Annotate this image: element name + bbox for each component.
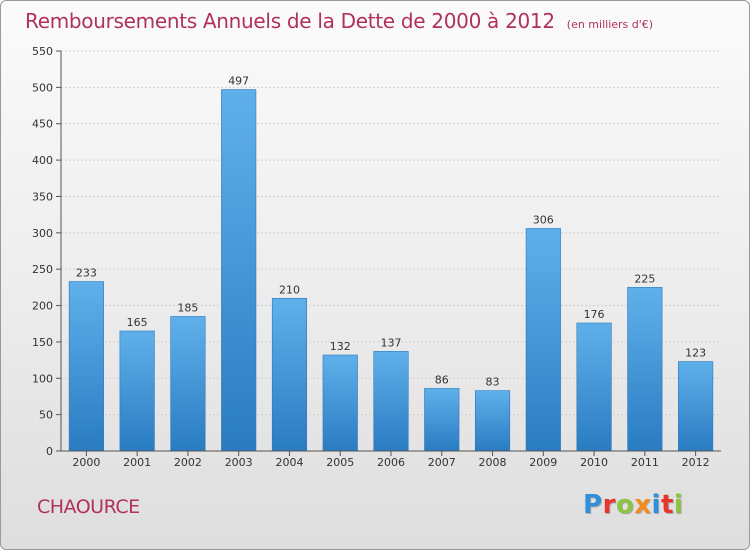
logo-letter: o <box>615 490 635 520</box>
chart-title: Remboursements Annuels de la Dette de 20… <box>25 9 653 33</box>
y-tick-label: 150 <box>32 336 53 349</box>
x-tick-label: 2010 <box>580 456 608 469</box>
y-tick-label: 350 <box>32 190 53 203</box>
title-text: Remboursements Annuels de la Dette de 20… <box>25 9 555 33</box>
y-tick-label: 0 <box>46 445 53 458</box>
x-tick-label: 2002 <box>174 456 202 469</box>
y-tick-label: 550 <box>32 45 53 58</box>
bar <box>576 322 612 452</box>
data-label: 83 <box>486 376 500 389</box>
y-tick-label: 400 <box>32 154 53 167</box>
x-tick-label: 2007 <box>428 456 456 469</box>
bar <box>322 354 358 452</box>
data-label: 86 <box>435 373 449 386</box>
bar <box>68 281 104 452</box>
x-tick-label: 2000 <box>72 456 100 469</box>
logo-letter: i <box>673 490 684 520</box>
logo-letter: t <box>660 490 674 520</box>
x-tick-label: 2004 <box>275 456 303 469</box>
y-tick-label: 500 <box>32 81 53 94</box>
bar <box>271 297 308 452</box>
data-label: 306 <box>533 213 554 226</box>
bars <box>68 89 714 452</box>
bar <box>525 228 561 452</box>
y-tick-label: 250 <box>32 263 53 276</box>
bar <box>119 330 155 452</box>
commune-name: CHAOURCE <box>37 496 140 518</box>
x-tick-label: 2012 <box>682 456 710 469</box>
data-label: 132 <box>330 340 351 353</box>
bar <box>424 388 460 452</box>
x-tick-label: 2006 <box>377 456 405 469</box>
bar <box>678 361 714 452</box>
logo-letter: P <box>583 490 603 520</box>
data-label: 176 <box>584 308 605 321</box>
logo-letter: i <box>651 490 661 520</box>
data-label: 233 <box>76 267 97 280</box>
x-tick-label: 2011 <box>631 456 659 469</box>
data-label: 497 <box>228 75 249 88</box>
logo-letter: r <box>602 490 616 520</box>
y-tick-label: 100 <box>32 372 53 385</box>
x-tick-label: 2005 <box>326 456 354 469</box>
data-label: 225 <box>634 272 655 285</box>
x-tick-label: 2008 <box>479 456 507 469</box>
x-tick-label: 2001 <box>123 456 151 469</box>
y-tick-label: 450 <box>32 118 53 131</box>
bar <box>627 287 663 452</box>
data-label: 165 <box>127 316 148 329</box>
data-label: 210 <box>279 283 300 296</box>
bar <box>474 390 511 452</box>
data-label: 185 <box>177 301 198 314</box>
x-tick-label: 2009 <box>529 456 557 469</box>
data-labels: 233 165 185 497 210 132 137 86 83 306 176 225 123 <box>76 75 706 389</box>
y-tick-label: 50 <box>39 409 53 422</box>
proxiti-logo: Proxiti <box>583 490 683 520</box>
chart-subtitle: (en milliers d'€) <box>566 18 654 31</box>
data-label: 123 <box>685 347 706 360</box>
logo-letter: x <box>634 490 652 520</box>
bar <box>221 89 257 452</box>
axes: 0 50 100 150 200 250 300 350 400 450 500 550 2000 200… <box>32 45 721 469</box>
y-tick-label: 200 <box>32 300 53 313</box>
x-tick-label: 2003 <box>225 456 253 469</box>
bar <box>373 351 409 452</box>
bar <box>170 316 206 452</box>
data-label: 137 <box>381 336 402 349</box>
y-tick-label: 300 <box>32 227 53 240</box>
